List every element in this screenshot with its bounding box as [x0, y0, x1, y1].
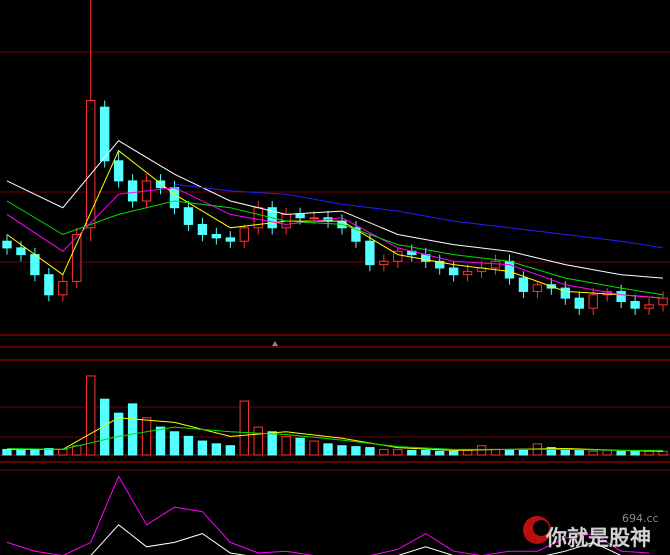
volume-bar — [225, 445, 235, 456]
candle-body — [532, 284, 543, 292]
indicator-line — [174, 183, 664, 249]
candle-body — [127, 180, 138, 202]
volume-bar — [113, 412, 124, 456]
volume-bar — [169, 431, 180, 456]
candle-body — [658, 297, 668, 306]
volume-bar — [574, 449, 584, 456]
candle-body — [435, 260, 445, 269]
candle-body — [30, 254, 40, 276]
candle-body — [58, 280, 68, 296]
volume-bar — [616, 450, 626, 456]
volume-bar — [365, 447, 375, 456]
logo — [533, 520, 549, 536]
volume-bar — [155, 426, 166, 456]
volume-bar — [86, 375, 96, 456]
volume-bar — [588, 450, 598, 456]
volume-bar — [295, 437, 305, 456]
splitter-handle — [272, 341, 278, 346]
candle-body — [16, 247, 26, 256]
volume-bar — [323, 443, 333, 456]
volume-bar — [183, 435, 194, 456]
volume-bar — [393, 448, 403, 456]
candle-body — [225, 237, 235, 242]
candle-body — [183, 207, 194, 225]
volume-bar — [127, 403, 138, 456]
candle-body — [351, 227, 361, 242]
indicator-line — [6, 200, 664, 296]
candle-body — [518, 277, 529, 292]
candle-body — [100, 106, 110, 162]
volume-bar — [644, 450, 654, 456]
indicator-line — [90, 524, 622, 555]
volume-bar — [351, 446, 361, 456]
volume-bar — [546, 447, 557, 456]
indicator-line — [6, 140, 664, 279]
candle-body — [393, 250, 403, 262]
candle-body — [644, 304, 654, 309]
candle-body — [504, 260, 515, 279]
candle-body — [616, 290, 626, 303]
candle-body — [239, 227, 249, 242]
candle-body — [295, 213, 305, 219]
candle-body — [44, 274, 54, 296]
volume-bar — [267, 431, 277, 456]
volume-bar — [58, 448, 68, 456]
watermark: 694.cc 你就是股神 — [523, 512, 659, 550]
volume-bar — [462, 449, 473, 456]
candle-body — [211, 234, 222, 239]
candle-body — [379, 260, 389, 266]
candle-body — [155, 180, 166, 189]
volume-bar — [253, 426, 263, 456]
volume-bar — [44, 447, 54, 456]
volume-bar — [658, 450, 668, 456]
candle-body — [448, 267, 459, 276]
volume-bar — [630, 450, 640, 456]
volume-bar — [518, 449, 529, 456]
indicator-line — [7, 417, 664, 452]
volume-bar — [16, 449, 26, 456]
candle-body — [630, 301, 640, 309]
candle-body — [365, 240, 375, 266]
volume-bar — [141, 417, 152, 456]
volume-bar — [2, 448, 12, 456]
candle-body — [462, 270, 473, 276]
volume-bar — [407, 449, 417, 456]
volume-bar — [337, 445, 347, 456]
candle-body — [574, 297, 584, 309]
volume-bar — [309, 440, 319, 456]
candle-body — [113, 160, 124, 182]
volume-bar — [100, 398, 110, 456]
candle-body — [72, 234, 82, 282]
watermark-site: 694.cc — [622, 512, 659, 525]
candle-body — [169, 187, 180, 209]
volume-bar — [504, 449, 515, 456]
volume-bar — [281, 435, 291, 456]
candle-body — [2, 240, 12, 249]
candle-body — [588, 294, 598, 309]
candle-body — [86, 100, 96, 229]
volume-bar — [197, 440, 208, 456]
watermark-name: 你就是股神 — [545, 526, 651, 550]
volume-bar — [239, 400, 249, 456]
volume-bar — [379, 448, 389, 456]
volume-bar — [448, 450, 459, 456]
volume-bar — [435, 450, 445, 456]
candle-body — [560, 287, 570, 299]
volume-bar — [421, 449, 431, 456]
indicator-line — [6, 475, 650, 555]
candle-body — [490, 260, 501, 269]
volume-bar — [211, 443, 222, 456]
candle-body — [309, 217, 319, 220]
volume-bar — [560, 449, 570, 456]
candle-body — [197, 223, 208, 235]
indicator-line — [6, 426, 663, 451]
volume-bar — [490, 448, 501, 456]
indicator-line — [6, 149, 664, 299]
volume-bar — [602, 449, 612, 456]
indicator-line — [6, 187, 664, 299]
volume-bar — [30, 448, 40, 456]
